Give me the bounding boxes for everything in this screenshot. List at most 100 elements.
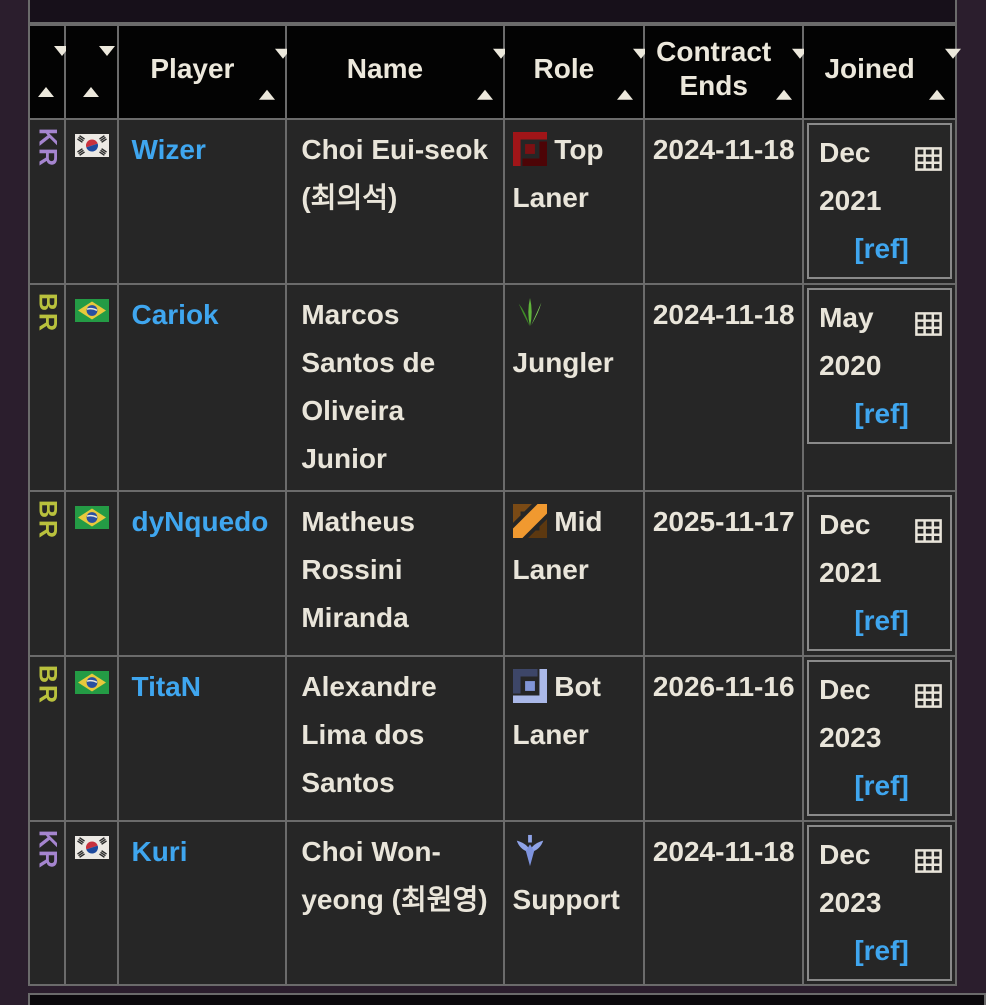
ref-line: [ref] (819, 390, 944, 438)
roster-row: BR TitaN Alexandre Lima dos Santos (27, 655, 957, 822)
sort-header-flag[interactable] (64, 24, 120, 120)
sort-header-joined[interactable]: Joined (802, 24, 961, 120)
contract-ends-cell: 2024-11-18 (643, 820, 805, 986)
contract-end-date: 2026-11-16 (652, 671, 795, 702)
country-code: KR (33, 830, 62, 871)
join-date-box: Dec 2021 [ref] (807, 123, 952, 279)
ref-link[interactable]: [ref] (854, 605, 909, 636)
player-link[interactable]: Cariok (131, 299, 219, 330)
column-label-contract-ends: Contract Ends (656, 36, 772, 101)
br-flag-icon[interactable] (74, 671, 109, 710)
br-flag-icon[interactable] (74, 299, 109, 338)
role-label: Top Laner (512, 134, 604, 213)
kr-flag-icon[interactable] (74, 134, 109, 173)
sort-arrows-icon (776, 48, 809, 100)
join-date: Dec 2021 (819, 137, 882, 216)
flag-cell (64, 118, 120, 285)
sort-header-country[interactable] (27, 24, 71, 120)
support-icon (513, 834, 547, 868)
ref-link[interactable]: [ref] (854, 935, 909, 966)
player-link[interactable]: TitaN (131, 671, 201, 702)
player-real-name: Matheus Rossini Miranda (301, 506, 415, 633)
jungler-icon (513, 297, 547, 331)
player-cell: Wizer (117, 118, 288, 285)
join-date: Dec 2023 (819, 839, 882, 918)
sort-header-contract-ends[interactable]: Contract Ends (643, 24, 809, 120)
name-cell: Alexandre Lima dos Santos (285, 655, 505, 822)
player-link[interactable]: Kuri (131, 836, 188, 867)
joined-cell: Dec 2023 [ref] (802, 655, 957, 822)
next-section-edge (28, 993, 986, 1005)
sort-header-player[interactable]: Player (117, 24, 292, 120)
join-date: May 2020 (819, 302, 882, 381)
contract-end-date: 2024-11-18 (652, 836, 795, 867)
player-cell: Kuri (117, 820, 288, 986)
sort-arrows-icon (617, 48, 650, 100)
br-flag-icon[interactable] (74, 506, 109, 545)
calendar-archive-icon[interactable] (915, 675, 942, 723)
country-code-cell: KR (27, 820, 67, 986)
role-cell: Mid Laner (502, 490, 646, 657)
country-code-cell: KR (27, 118, 67, 285)
mid-laner-icon (512, 504, 547, 538)
calendar-archive-icon[interactable] (915, 840, 942, 888)
country-code: KR (33, 128, 62, 169)
calendar-archive-icon[interactable] (915, 510, 942, 558)
role-cell: Top Laner (502, 118, 646, 285)
ref-line: [ref] (819, 762, 944, 810)
country-code-cell: BR (27, 283, 67, 492)
player-cell: dyNquedo (117, 490, 288, 657)
sort-arrows-icon (82, 46, 115, 97)
ref-line: [ref] (819, 597, 944, 645)
name-cell: Matheus Rossini Miranda (285, 490, 505, 657)
roster-row: KR (27, 820, 957, 986)
role-cell: Jungler (502, 283, 646, 492)
contract-end-date: 2025-11-17 (652, 506, 795, 537)
flag-cell (64, 655, 120, 822)
player-real-name: Alexandre Lima dos Santos (301, 671, 437, 798)
player-real-name: Marcos Santos de Oliveira Junior (301, 299, 436, 474)
column-label-name: Name (346, 53, 424, 84)
player-link[interactable]: Wizer (131, 134, 206, 165)
role-label: Mid Laner (512, 506, 603, 585)
join-date-box: Dec 2021 [ref] (807, 495, 952, 651)
joined-cell: Dec 2021 [ref] (802, 118, 957, 285)
joined-cell: Dec 2021 [ref] (802, 490, 957, 657)
ref-link[interactable]: [ref] (854, 233, 909, 264)
top-laner-icon (512, 132, 547, 166)
role-cell: Support (502, 820, 646, 986)
sort-header-role[interactable]: Role (502, 24, 650, 120)
column-label-player: Player (150, 53, 235, 84)
country-code: BR (33, 500, 62, 541)
name-cell: Marcos Santos de Oliveira Junior (285, 283, 505, 492)
role-label: Support (512, 884, 620, 915)
join-date: Dec 2021 (819, 509, 882, 588)
roster-header-row: Player Name Role Contract Ends Joined (27, 24, 961, 120)
calendar-archive-icon[interactable] (915, 138, 942, 186)
roster-row: BR Cariok Marcos Santos de Oliveira Juni… (27, 283, 957, 492)
sort-header-name[interactable]: Name (285, 24, 509, 120)
sort-arrows-icon (259, 48, 292, 100)
ref-line: [ref] (819, 225, 944, 273)
player-link[interactable]: dyNquedo (131, 506, 269, 537)
sort-arrows-icon (38, 46, 71, 97)
kr-flag-icon[interactable] (74, 836, 109, 875)
ref-link[interactable]: [ref] (854, 770, 909, 801)
join-date-box: May 2020 [ref] (807, 288, 952, 444)
ref-link[interactable]: [ref] (854, 398, 909, 429)
joined-cell: May 2020 [ref] (802, 283, 957, 492)
column-label-joined: Joined (824, 53, 915, 84)
player-real-name: Choi Eui-seok (최의석) (301, 134, 489, 213)
roster-row: BR dyNquedo Matheus Rossini Miranda (27, 490, 957, 657)
country-code-cell: BR (27, 490, 67, 657)
contract-ends-cell: 2024-11-18 (643, 118, 805, 285)
role-label: Jungler (512, 347, 614, 378)
contract-ends-cell: 2025-11-17 (643, 490, 805, 657)
join-date: Dec 2023 (819, 674, 882, 753)
roster-row: KR (27, 118, 957, 285)
calendar-archive-icon[interactable] (915, 303, 942, 351)
flag-cell (64, 820, 120, 986)
column-label-role: Role (533, 53, 595, 84)
bot-laner-icon (512, 669, 547, 703)
